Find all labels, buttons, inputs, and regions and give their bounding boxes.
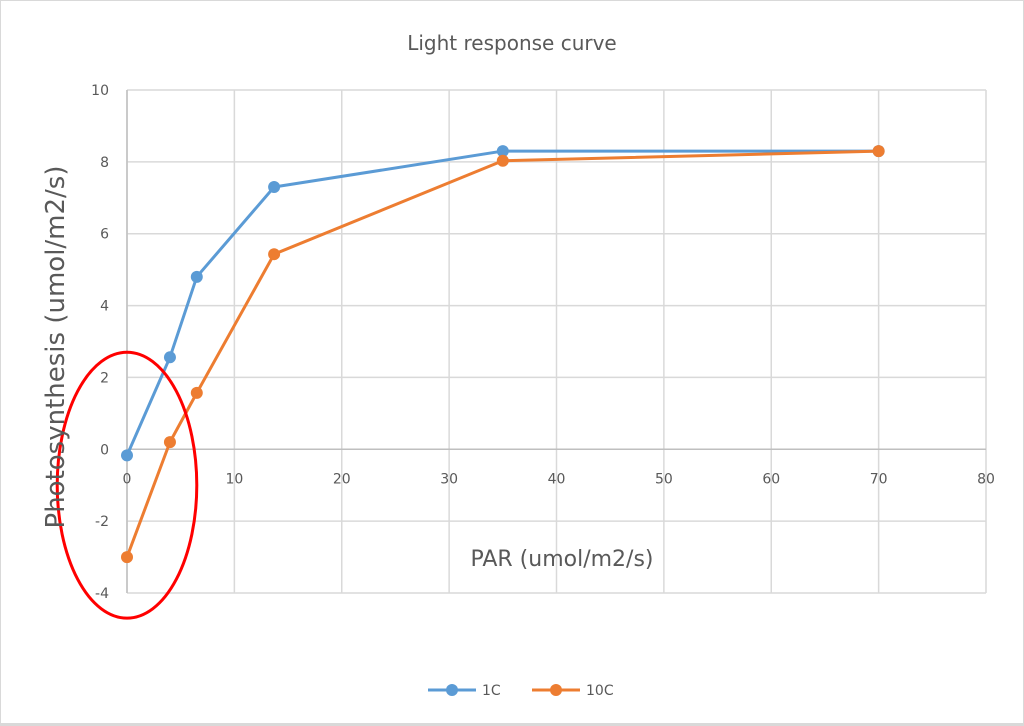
data-point xyxy=(121,449,133,462)
legend: 1C 10C xyxy=(428,683,614,699)
y-tick-label: 0 xyxy=(100,442,109,458)
data-point xyxy=(163,436,176,449)
series-layer xyxy=(121,145,885,564)
x-tick-label: 70 xyxy=(870,471,888,487)
gridlines xyxy=(126,89,987,594)
legend-marker xyxy=(550,684,562,696)
data-point xyxy=(268,181,281,194)
y-tick-label: 4 xyxy=(100,299,109,315)
x-tick-label: 40 xyxy=(548,471,566,487)
series-10C xyxy=(121,145,885,564)
x-tick-label: 20 xyxy=(333,471,351,487)
series-line xyxy=(125,149,879,456)
axes xyxy=(126,90,986,593)
data-point xyxy=(163,351,176,364)
y-tick-label: -2 xyxy=(95,514,109,530)
chart-title: Light response curve xyxy=(407,31,617,55)
data-point xyxy=(121,551,133,564)
x-tick-label: 60 xyxy=(762,471,780,487)
data-point xyxy=(872,145,885,158)
series-1C xyxy=(121,145,885,462)
y-tick-label: 10 xyxy=(91,83,109,99)
legend-label: 10C xyxy=(586,683,614,699)
x-tick-label: 0 xyxy=(123,471,132,487)
y-axis-label: Photosynthesis (umol/m2/s) xyxy=(41,166,71,529)
y-tick-label: -4 xyxy=(95,586,109,602)
y-tick-labels: -4 -2 0 2 4 6 8 10 xyxy=(91,83,109,602)
data-point xyxy=(190,270,203,283)
x-tick-label: 10 xyxy=(225,471,243,487)
legend-marker xyxy=(446,684,458,696)
legend-item-1C: 1C xyxy=(428,683,501,699)
legend-item-10C: 10C xyxy=(532,683,614,699)
x-tick-labels: 0 10 20 30 40 50 60 70 80 xyxy=(123,471,995,487)
data-point xyxy=(190,386,203,399)
annotation-layer xyxy=(55,350,199,620)
x-tick-label: 30 xyxy=(440,471,458,487)
data-point xyxy=(496,145,509,158)
data-point xyxy=(268,248,281,261)
data-point xyxy=(496,154,509,167)
legend-label: 1C xyxy=(482,683,501,699)
series-line xyxy=(125,149,879,558)
x-tick-label: 50 xyxy=(655,471,673,487)
y-tick-label: 8 xyxy=(100,155,109,171)
x-axis-label: PAR (umol/m2/s) xyxy=(470,547,653,572)
y-tick-label: 2 xyxy=(100,370,109,386)
x-tick-label: 80 xyxy=(977,471,995,487)
y-tick-label: 6 xyxy=(100,227,109,243)
highlight-ellipse xyxy=(55,350,199,620)
